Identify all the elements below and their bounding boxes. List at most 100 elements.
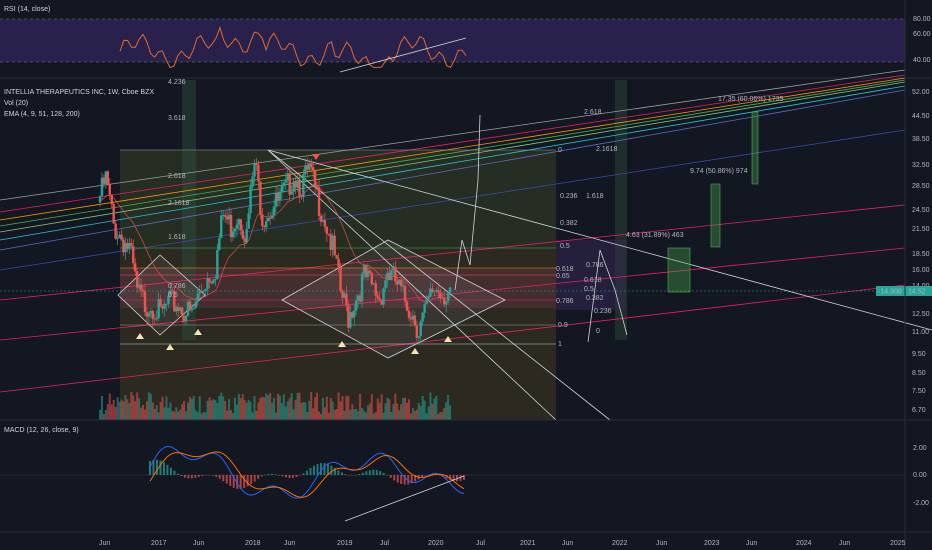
volume-bar (155, 405, 158, 420)
candle-body (251, 176, 254, 187)
candle-body (149, 311, 153, 314)
time-axis-label: 2020 (428, 540, 444, 547)
volume-bar (402, 398, 405, 420)
volume-bar (435, 395, 438, 420)
target-label-1: 4.63 (31.89%) 463 (626, 232, 684, 239)
volume-bar (304, 402, 307, 420)
candle-body (167, 295, 170, 304)
candle-body (310, 163, 313, 168)
candle-body (335, 255, 338, 259)
macd-hist-bar (288, 475, 291, 478)
volume-bar (374, 412, 377, 420)
volume-bar (259, 397, 262, 420)
volume-bar (200, 413, 203, 420)
time-axis-label: Jul (380, 540, 389, 547)
candle-body (444, 301, 448, 305)
candle-body (139, 284, 143, 291)
candle-body (354, 300, 358, 311)
fib-label-mid: 0.382 (560, 220, 578, 227)
candle-body (286, 173, 289, 180)
macd-hist-bar (407, 475, 410, 485)
candle-body (284, 179, 287, 183)
candle-body (161, 305, 164, 309)
candle-body (266, 217, 270, 222)
volume-bar (218, 395, 221, 420)
channel-line-11 (0, 284, 906, 393)
fib-label-right: 1.618 (586, 193, 604, 200)
candle-body (349, 312, 352, 328)
time-axis-label: Jun (99, 540, 110, 547)
rsi-pane: RSI (14, close) (0, 6, 905, 73)
candle-body (325, 226, 329, 234)
time-axis-label: Jun (746, 540, 757, 547)
candle-body (292, 181, 295, 192)
macd-hist-bar (319, 463, 322, 475)
volume-bar (161, 396, 164, 420)
candle-body (153, 318, 156, 320)
macd-hist-bar (365, 471, 368, 475)
marker-triangle-down (312, 154, 320, 160)
candle-body (169, 290, 172, 296)
candle-body (413, 315, 417, 326)
candle-body (448, 287, 452, 293)
volume-bar (368, 403, 371, 420)
volume-bar (159, 401, 162, 420)
fib-label-small: 0.382 (586, 295, 604, 302)
channel-line-2 (0, 74, 906, 213)
candle-body (231, 231, 235, 238)
volume-bar (384, 403, 387, 420)
candle-body (280, 186, 284, 192)
volume-bar (157, 412, 160, 420)
price-axis-label: 52.00 (912, 89, 930, 96)
volume-bar (314, 397, 317, 420)
macd-hist-bar (375, 469, 378, 475)
macd-hist-bar (180, 475, 183, 477)
candle-body (429, 288, 432, 297)
volume-bar (222, 396, 225, 420)
candle-body (261, 214, 264, 227)
macd-hist-bar (162, 462, 165, 475)
candle-body (237, 219, 241, 225)
fib-label-small: 0 (596, 328, 600, 335)
rsi-axis-label: 60.00 (913, 31, 931, 38)
trendline-desc-3 (267, 149, 557, 421)
volume-bar (347, 395, 350, 420)
candle-body (223, 215, 227, 217)
candle-body (368, 270, 372, 273)
candle-body (102, 177, 106, 184)
macd-hist-bar (232, 475, 235, 488)
volume-bar (300, 402, 303, 420)
volume-bar (316, 392, 319, 420)
volume-bar (421, 395, 424, 420)
volume-bar (208, 397, 211, 420)
volume-bar (171, 410, 174, 420)
volume-bar (409, 413, 412, 420)
macd-hist-bar (309, 468, 312, 475)
candle-body (218, 237, 221, 250)
volume-bar (394, 393, 397, 420)
macd-hist-bar (152, 459, 155, 475)
candle-body (278, 191, 282, 201)
macd-histogram (149, 459, 465, 489)
candle-body (120, 234, 123, 240)
price-axis-label: 9.50 (912, 351, 926, 358)
candle-body (112, 204, 115, 224)
volume-bar (110, 404, 113, 420)
candle-body (407, 310, 411, 318)
macd-hist-bar (159, 460, 162, 475)
candle-body (157, 299, 160, 319)
volume-bar (194, 410, 197, 420)
macd-axis: 2.00 0.00 -2.00 (913, 445, 929, 507)
candle-body (124, 243, 127, 253)
candle-body (263, 226, 266, 228)
macd-hist-bar (194, 475, 197, 478)
macd-hist-bar (463, 475, 465, 480)
candle-body (290, 191, 293, 195)
candle-body (100, 177, 104, 197)
volume-bar (335, 409, 338, 420)
volume-bar (437, 413, 440, 420)
volume-bar (142, 404, 145, 420)
volume-bar (398, 410, 401, 420)
macd-hist-bar (229, 475, 232, 487)
volume-bar (359, 393, 362, 420)
